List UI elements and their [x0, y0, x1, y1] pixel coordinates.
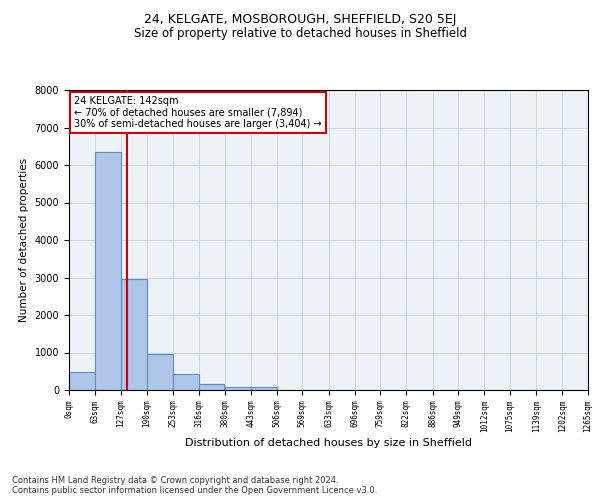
Bar	[95, 152, 121, 390]
Bar	[147, 354, 173, 390]
X-axis label: Distribution of detached houses by size in Sheffield: Distribution of detached houses by size …	[185, 438, 472, 448]
Bar	[69, 372, 95, 390]
Bar	[251, 388, 277, 390]
Bar	[173, 374, 199, 390]
Bar	[225, 386, 251, 390]
Text: Contains HM Land Registry data © Crown copyright and database right 2024.
Contai: Contains HM Land Registry data © Crown c…	[12, 476, 377, 495]
Text: 24, KELGATE, MOSBOROUGH, SHEFFIELD, S20 5EJ: 24, KELGATE, MOSBOROUGH, SHEFFIELD, S20 …	[144, 12, 456, 26]
Bar	[121, 280, 147, 390]
Text: Size of property relative to detached houses in Sheffield: Size of property relative to detached ho…	[133, 28, 467, 40]
Y-axis label: Number of detached properties: Number of detached properties	[19, 158, 29, 322]
Text: 24 KELGATE: 142sqm
← 70% of detached houses are smaller (7,894)
30% of semi-deta: 24 KELGATE: 142sqm ← 70% of detached hou…	[74, 96, 322, 129]
Bar	[199, 384, 224, 390]
